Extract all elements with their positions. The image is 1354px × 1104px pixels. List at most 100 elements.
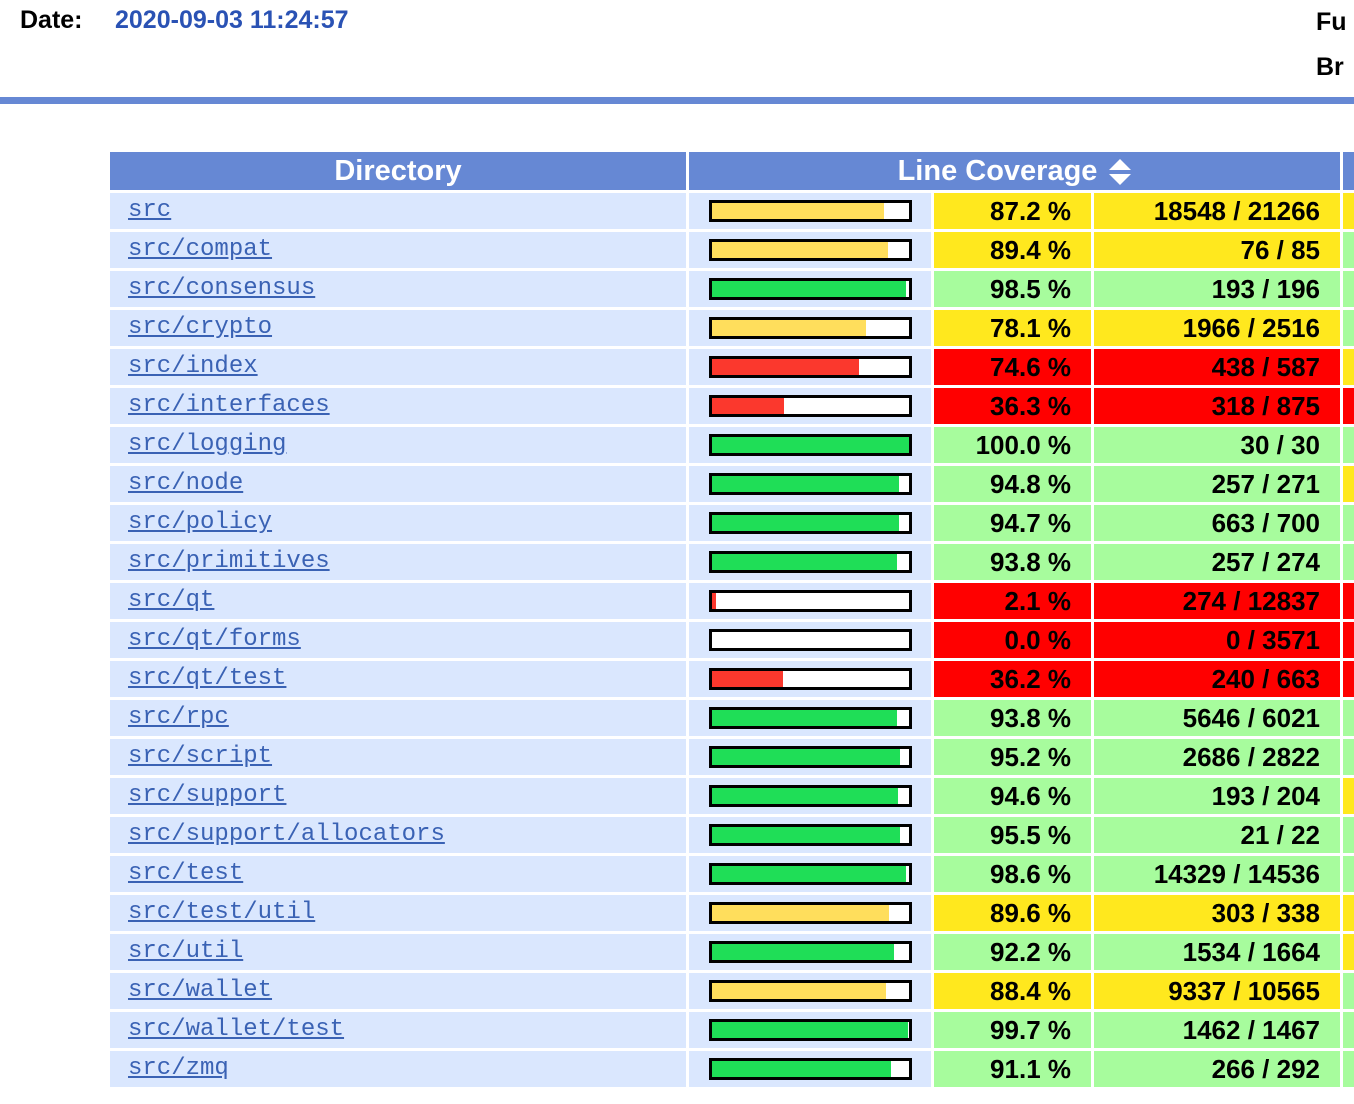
directory-link[interactable]: src/policy [128,509,273,536]
directory-link[interactable]: src/qt/forms [128,626,301,653]
line-coverage-count: 193 / 204 [1094,778,1340,814]
line-coverage-percent: 36.3 % [934,388,1091,424]
directory-link[interactable]: src/qt/test [128,665,287,692]
functions-label-fragment: Fu [1316,8,1347,36]
function-coverage-sliver [1343,934,1354,970]
directory-link[interactable]: src/rpc [128,704,229,731]
directory-link[interactable]: src/test [128,860,244,887]
directory-link[interactable]: src/qt [128,587,215,614]
directory-cell: src/util [110,934,686,970]
line-coverage-count: 14329 / 14536 [1094,856,1340,892]
line-coverage-percent: 93.8 % [934,544,1091,580]
directory-link[interactable]: src/support [128,782,287,809]
coverage-bar-fill [711,1022,908,1038]
line-coverage-header-label: Line Coverage [897,155,1098,187]
line-coverage-count: 318 / 875 [1094,388,1340,424]
line-coverage-percent: 89.6 % [934,895,1091,931]
date-line: Date: 2020-09-03 11:24:57 [20,6,349,35]
coverage-bar-cell [689,973,931,1009]
coverage-bar-fill [711,827,900,843]
coverage-bar-fill [711,788,898,804]
coverage-bar [708,668,912,690]
function-coverage-sliver [1343,661,1354,697]
function-coverage-sliver [1343,778,1354,814]
coverage-bar-cell [689,271,931,307]
directory-link[interactable]: src/crypto [128,314,273,341]
directory-cell: src/policy [110,505,686,541]
directory-cell: src/support/allocators [110,817,686,853]
line-coverage-percent: 98.5 % [934,271,1091,307]
coverage-bar [708,200,912,222]
sort-icon[interactable] [1109,159,1132,186]
line-coverage-percent: 0.0 % [934,622,1091,658]
directory-link[interactable]: src/support/allocators [128,821,445,848]
directory-cell: src/zmq [110,1051,686,1087]
directory-link[interactable]: src/wallet [128,977,273,1004]
coverage-bar [708,473,912,495]
directory-link[interactable]: src/test/util [128,899,316,926]
directory-link[interactable]: src/primitives [128,548,330,575]
coverage-bar [708,1058,912,1080]
line-coverage-percent: 98.6 % [934,856,1091,892]
coverage-bar-cell [689,1051,931,1087]
coverage-bar-fill [711,593,716,609]
coverage-bar-cell [689,934,931,970]
date-value: 2020-09-03 11:24:57 [115,6,349,34]
line-coverage-count: 257 / 271 [1094,466,1340,502]
coverage-bar [708,980,912,1002]
coverage-bar [708,590,912,612]
line-coverage-percent: 100.0 % [934,427,1091,463]
directory-link[interactable]: src/util [128,938,244,965]
line-coverage-count: 240 / 663 [1094,661,1340,697]
date-label: Date: [20,6,83,34]
coverage-bar-fill [711,476,899,492]
coverage-bar [708,707,912,729]
coverage-bar-cell [689,817,931,853]
directory-link[interactable]: src/wallet/test [128,1016,345,1043]
coverage-bar-fill [711,203,884,219]
function-coverage-sliver [1343,1051,1354,1087]
coverage-bar-fill [711,398,784,414]
line-coverage-percent: 89.4 % [934,232,1091,268]
directory-link[interactable]: src [128,197,172,224]
line-coverage-count: 663 / 700 [1094,505,1340,541]
function-coverage-sliver [1343,583,1354,619]
line-coverage-count: 1534 / 1664 [1094,934,1340,970]
directory-link[interactable]: src/zmq [128,1055,229,1082]
function-coverage-sliver [1343,739,1354,775]
coverage-bar-fill [711,710,897,726]
function-coverage-sliver [1343,622,1354,658]
directory-link[interactable]: src/script [128,743,273,770]
coverage-bar-cell [689,193,931,229]
line-coverage-percent: 95.2 % [934,739,1091,775]
coverage-bar [708,395,912,417]
column-header-next-clipped [1343,152,1354,190]
directory-link[interactable]: src/index [128,353,258,380]
coverage-bar-fill [711,515,899,531]
directory-link[interactable]: src/consensus [128,275,316,302]
directory-link[interactable]: src/node [128,470,244,497]
coverage-bar [708,902,912,924]
directory-link[interactable]: src/interfaces [128,392,330,419]
function-coverage-sliver [1343,193,1354,229]
line-coverage-count: 18548 / 21266 [1094,193,1340,229]
directory-link[interactable]: src/logging [128,431,287,458]
line-coverage-percent: 94.8 % [934,466,1091,502]
coverage-bar-cell [689,1012,931,1048]
function-coverage-sliver [1343,466,1354,502]
coverage-bar-cell [689,310,931,346]
coverage-bar [708,629,912,651]
line-coverage-count: 1966 / 2516 [1094,310,1340,346]
coverage-bar-cell [689,895,931,931]
directory-cell: src/wallet [110,973,686,1009]
coverage-bar-cell [689,544,931,580]
function-coverage-sliver [1343,973,1354,1009]
directory-cell: src/interfaces [110,388,686,424]
function-coverage-sliver [1343,544,1354,580]
function-coverage-sliver [1343,700,1354,736]
directory-cell: src/crypto [110,310,686,346]
directory-cell: src/rpc [110,700,686,736]
directory-link[interactable]: src/compat [128,236,273,263]
coverage-bar [708,239,912,261]
coverage-bar [708,356,912,378]
